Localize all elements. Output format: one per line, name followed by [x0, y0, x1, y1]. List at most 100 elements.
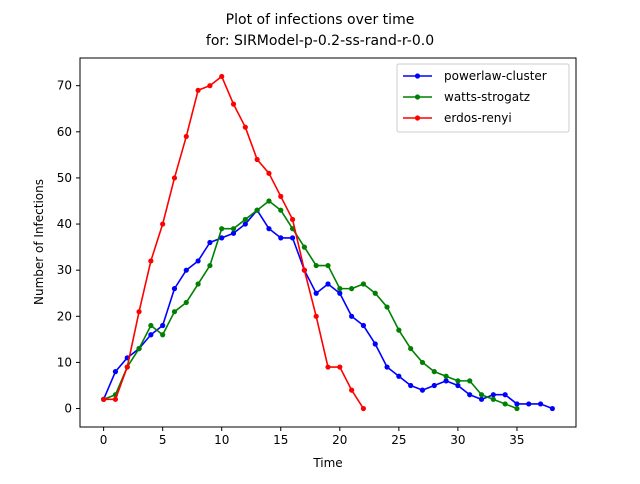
- data-point: [349, 387, 355, 393]
- legend-marker: [414, 115, 421, 121]
- data-point: [112, 369, 119, 375]
- data-point: [136, 345, 142, 352]
- legend-item: erdos-renyi: [403, 111, 512, 125]
- data-point: [349, 286, 355, 292]
- y-tick-label: 40: [57, 217, 72, 231]
- y-tick-label: 20: [57, 309, 72, 323]
- data-point: [289, 216, 296, 223]
- series-erdos-renyi: [101, 73, 367, 412]
- data-point: [183, 299, 189, 306]
- x-tick-label: 5: [159, 433, 167, 447]
- data-point: [337, 286, 343, 292]
- x-tick-label: 25: [391, 433, 406, 447]
- data-point: [278, 193, 284, 199]
- data-point: [301, 244, 307, 250]
- data-point: [526, 401, 532, 407]
- data-point: [360, 281, 367, 287]
- data-point: [372, 341, 378, 347]
- legend-label: watts-strogatz: [444, 90, 530, 104]
- y-axis-label: Number of Infections: [32, 179, 46, 305]
- data-point: [325, 262, 331, 269]
- data-point: [549, 405, 555, 412]
- series-powerlaw-cluster: [101, 207, 555, 412]
- data-point: [396, 327, 402, 333]
- data-point: [313, 262, 319, 269]
- data-point: [254, 207, 260, 213]
- data-point: [160, 322, 166, 329]
- data-point: [514, 405, 520, 412]
- data-point: [148, 322, 154, 329]
- x-tick-label: 20: [332, 433, 347, 447]
- chart-title-line-2: for: SIRModel-p-0.2-ss-rand-r-0.0: [206, 33, 434, 49]
- data-point: [219, 73, 225, 80]
- data-point: [408, 382, 414, 389]
- data-point: [301, 267, 307, 273]
- data-point: [160, 221, 166, 227]
- data-point: [337, 290, 343, 296]
- x-axis-label: Time: [312, 456, 342, 470]
- y-tick-label: 0: [64, 402, 72, 416]
- y-tick-label: 10: [57, 355, 72, 369]
- data-point: [384, 304, 390, 310]
- data-point: [419, 387, 426, 393]
- data-point: [195, 258, 201, 264]
- data-point: [325, 281, 331, 287]
- data-point: [360, 405, 367, 412]
- data-point: [242, 124, 248, 130]
- data-point: [278, 207, 284, 213]
- data-point: [419, 359, 426, 366]
- data-point: [514, 401, 520, 407]
- x-tick-label: 15: [273, 433, 288, 447]
- data-point: [467, 378, 473, 384]
- data-point: [266, 226, 272, 232]
- data-point: [289, 235, 296, 241]
- data-point: [266, 198, 272, 204]
- x-axis: 0 5 10 15 20 25 30 35: [100, 427, 525, 447]
- data-point: [266, 170, 272, 176]
- x-tick-label: 0: [100, 433, 108, 447]
- data-point: [148, 332, 154, 338]
- legend-label: erdos-renyi: [444, 111, 512, 125]
- legend-label: powerlaw-cluster: [444, 69, 547, 83]
- data-point: [537, 401, 544, 407]
- data-point: [325, 364, 331, 370]
- y-tick-label: 60: [57, 125, 72, 139]
- data-point: [101, 396, 107, 402]
- legend-item: watts-strogatz: [403, 90, 530, 104]
- data-point: [384, 364, 390, 370]
- data-point: [171, 309, 178, 315]
- legend-frame: [396, 63, 570, 133]
- data-point: [171, 286, 178, 292]
- data-point: [160, 332, 166, 338]
- data-point: [195, 87, 201, 93]
- data-point: [431, 382, 437, 389]
- data-point: [230, 101, 237, 107]
- data-point: [396, 373, 402, 379]
- data-point: [219, 226, 225, 232]
- data-point: [408, 345, 414, 352]
- y-axis: 0 10 20 30 40 50 60 70: [57, 79, 80, 416]
- data-point: [467, 392, 473, 398]
- data-point: [183, 133, 189, 140]
- data-point: [490, 396, 496, 402]
- data-point: [372, 290, 378, 296]
- data-point: [230, 230, 237, 236]
- data-point: [443, 378, 449, 384]
- data-point: [278, 235, 284, 241]
- data-point: [443, 373, 449, 379]
- data-point: [349, 313, 355, 319]
- data-point: [337, 364, 343, 370]
- series-layer: [101, 73, 555, 412]
- legend-item: powerlaw-cluster: [403, 69, 547, 83]
- data-point: [136, 309, 142, 315]
- data-point: [183, 267, 189, 273]
- legend-marker: [414, 73, 421, 79]
- y-tick-label: 70: [57, 79, 72, 93]
- data-point: [313, 290, 319, 296]
- data-point: [112, 396, 119, 402]
- data-point: [171, 175, 178, 181]
- data-point: [148, 258, 154, 264]
- series-watts-strogatz: [101, 198, 520, 412]
- legend: powerlaw-cluster watts-strogatz erdos-reny…: [396, 63, 570, 133]
